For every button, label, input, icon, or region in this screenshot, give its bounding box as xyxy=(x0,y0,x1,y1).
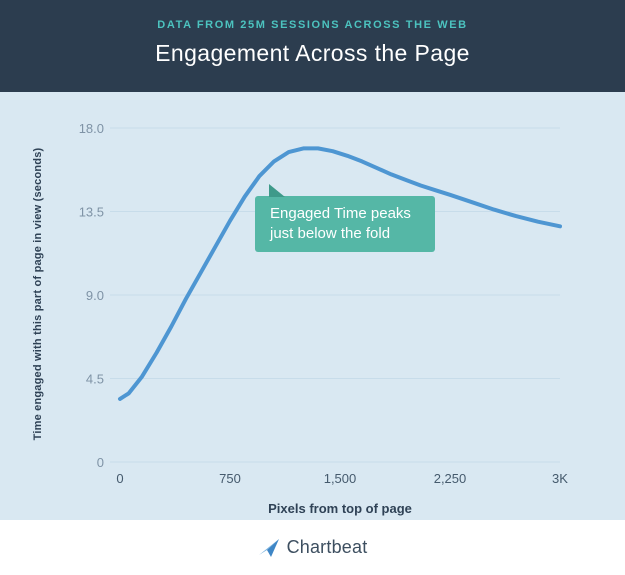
x-tick-label: 750 xyxy=(219,471,241,486)
y-tick-label: 13.5 xyxy=(79,205,104,220)
y-tick-label: 18.0 xyxy=(79,121,104,136)
engagement-line-chart: 0 4.5 9.0 13.5 18.0 0 750 1,500 2,250 3K xyxy=(79,121,569,486)
x-axis-label: Pixels from top of page xyxy=(268,501,412,516)
annotation-tooltip: Engaged Time peaks just below the fold xyxy=(255,184,435,252)
header: DATA FROM 25M SESSIONS ACROSS THE WEB En… xyxy=(0,0,625,92)
chart-area: 0 4.5 9.0 13.5 18.0 0 750 1,500 2,250 3K Time eng… xyxy=(0,92,625,520)
y-tick-label: 9.0 xyxy=(86,288,104,303)
page-title: Engagement Across the Page xyxy=(155,40,470,66)
x-tick-label: 2,250 xyxy=(434,471,467,486)
y-tick-label: 4.5 xyxy=(86,372,104,387)
x-tick-label: 1,500 xyxy=(324,471,357,486)
chartbeat-logo-text: Chartbeat xyxy=(286,537,368,557)
engagement-line xyxy=(118,146,562,401)
footer: Chartbeat xyxy=(0,520,625,575)
y-axis-label: Time engaged with this part of page in v… xyxy=(32,147,44,441)
annotation-text: Engaged Time peaks just below the fold xyxy=(270,205,411,242)
y-tick-label: 0 xyxy=(97,455,104,470)
chartbeat-logo-icon xyxy=(258,538,280,558)
x-tick-label: 0 xyxy=(116,471,123,486)
x-tick-label: 3K xyxy=(552,471,568,486)
tooltip-pointer-icon xyxy=(269,184,285,197)
header-subtitle: DATA FROM 25M SESSIONS ACROSS THE WEB xyxy=(157,19,468,31)
